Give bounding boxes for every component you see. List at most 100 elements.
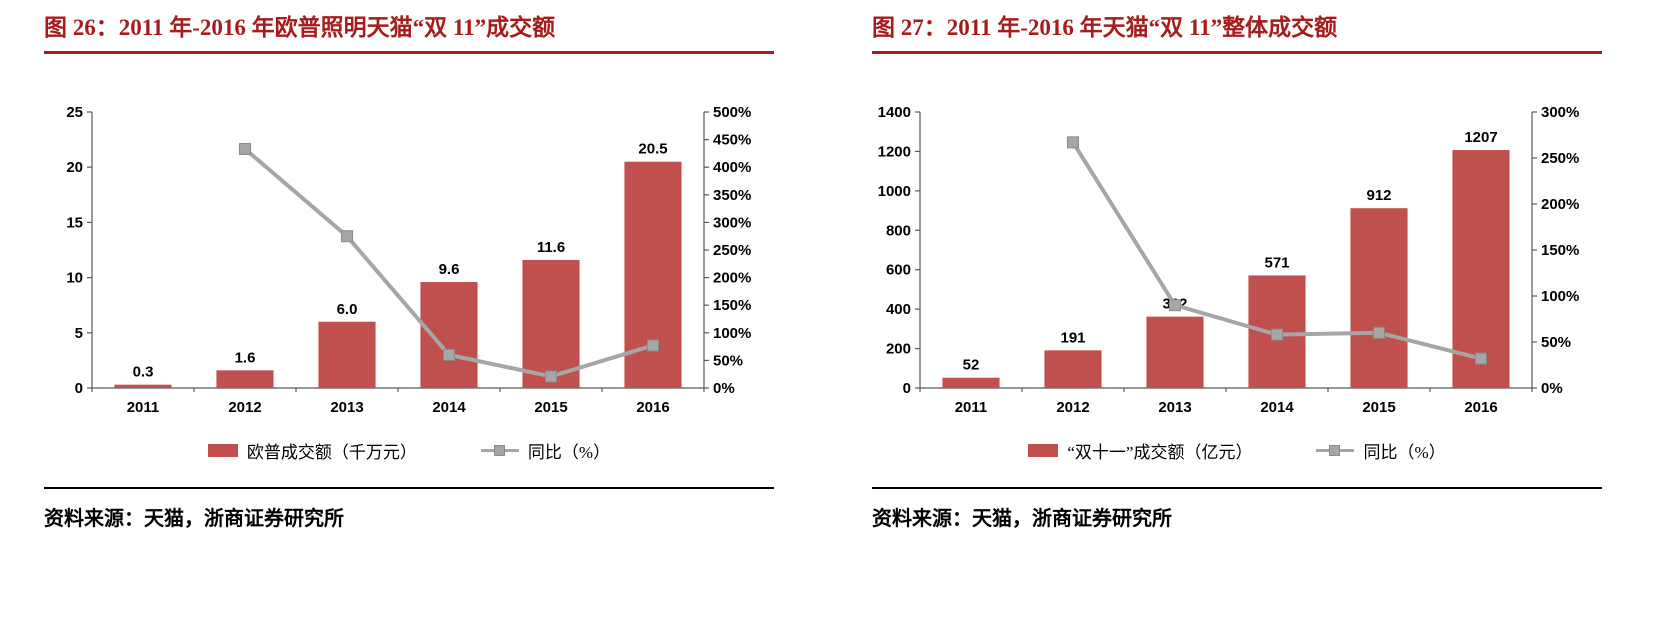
x-axis-category-label: 2013 [1158, 399, 1191, 416]
line-marker-2013 [1169, 298, 1181, 311]
right-axis-label: 150% [1541, 242, 1579, 259]
figure-26-chart-area: 0 5 10 15 20 25 0% 50% 100% 150% 200% 250% 300% 350% 4… [44, 96, 774, 434]
bar-2013 [1146, 316, 1204, 388]
line-series-swatch-icon [480, 444, 519, 457]
figure-26-chart: 05101520250%50%100%150%200%250%300%350%4… [66, 104, 751, 416]
legend-item-line-series: 同比（%） [480, 438, 611, 463]
bar-2013 [318, 321, 376, 388]
left-axis-label: 400 [886, 301, 911, 318]
bar-2011 [942, 377, 1000, 388]
bar-2016 [1452, 149, 1510, 388]
x-axis-category-label: 2015 [1362, 399, 1395, 416]
bar-value-label: 52 [963, 356, 980, 373]
right-axis-label: 250% [713, 242, 751, 259]
x-axis-category-label: 2014 [1260, 399, 1294, 416]
right-axis-label: 300% [1541, 104, 1579, 121]
bar-value-label: 912 [1366, 187, 1391, 204]
x-axis-category-label: 2012 [1056, 399, 1089, 416]
bar-2012 [1044, 350, 1102, 388]
figure-27-title: 图 27：2011 年-2016 年天猫“双 11”整体成交额 [872, 15, 1338, 40]
left-axis-label: 1200 [878, 143, 911, 160]
figure-27-chart: 0 200 400 600 800 1000 1200 1400 0% 50% 100% 150% 20… [878, 104, 1580, 416]
x-axis-category-label: 2015 [534, 399, 567, 416]
bar-2014 [420, 281, 478, 388]
line-series-swatch-icon [1316, 444, 1355, 457]
left-axis-label: 800 [886, 222, 911, 239]
left-axis-label: 5 [75, 325, 83, 342]
figure-26-source: 资料来源：天猫，浙商证券研究所 [44, 486, 774, 531]
right-axis-label: 50% [713, 352, 743, 369]
x-axis-category-label: 2012 [228, 399, 261, 416]
line-series-legend-label: 同比（%） [527, 442, 611, 462]
bar-series-swatch-icon [207, 443, 238, 457]
x-axis-category-label: 2011 [955, 399, 988, 416]
figure-26-title: 图 26：2011 年-2016 年欧普照明天猫“双 11”成交额 [44, 15, 556, 40]
bar-2012 [216, 370, 274, 388]
bar-2015 [522, 259, 580, 388]
bar-value-label: 1.6 [235, 349, 256, 366]
legend-item-bar-series: 欧普成交额（千万元） [207, 438, 417, 463]
figure-27-legend: “双十一”成交额（亿元） 同比（%） [872, 438, 1602, 463]
right-axis-label: 50% [1541, 334, 1571, 351]
right-axis-label: 200% [713, 269, 751, 286]
left-axis-label: 600 [886, 261, 911, 278]
right-axis-label: 100% [1541, 288, 1579, 305]
left-axis-label: 1000 [878, 183, 911, 200]
left-axis-label: 20 [66, 159, 83, 176]
line-marker-2016 [647, 339, 659, 352]
line-marker-2012 [1067, 136, 1079, 149]
left-axis-label: 0 [903, 380, 911, 397]
right-axis-label: 400% [713, 159, 751, 176]
line-swatch-marker [493, 444, 505, 456]
line-marker-2014 [1271, 328, 1283, 341]
line-marker-2012 [239, 142, 251, 155]
bar-value-label: 191 [1060, 329, 1085, 346]
x-axis-category-label: 2014 [432, 399, 466, 416]
bar-value-label: 6.0 [337, 301, 358, 318]
left-axis-label: 25 [66, 104, 83, 121]
bar-value-label: 20.5 [638, 140, 667, 157]
bar-value-label: 0.3 [133, 363, 154, 380]
bar-value-label: 11.6 [537, 239, 565, 256]
x-axis-category-label: 2011 [127, 399, 160, 416]
x-axis-category-label: 2016 [1464, 399, 1497, 416]
line-marker-2014 [443, 348, 455, 361]
figure-27-source: 资料来源：天猫，浙商证券研究所 [872, 486, 1602, 531]
left-axis-label: 15 [66, 214, 83, 231]
right-axis-label: 450% [713, 131, 751, 148]
figure-27-panel: 图 27：2011 年-2016 年天猫“双 11”整体成交额 0 200 400 6… [872, 14, 1602, 531]
bar-series-legend-label: “双十一”成交额（亿元） [1067, 442, 1253, 462]
left-axis-label: 200 [886, 340, 911, 357]
line-marker-2016 [1475, 352, 1487, 365]
bar-series-swatch-icon [1028, 443, 1059, 457]
x-axis-category-label: 2016 [636, 399, 669, 416]
right-axis-label: 300% [713, 214, 751, 231]
line-marker-2013 [341, 229, 353, 242]
figure-27-title-rule [872, 50, 1602, 54]
right-axis-label: 500% [713, 104, 751, 121]
right-axis-label: 150% [713, 297, 751, 314]
bar-2016 [624, 161, 682, 388]
source-text: 资料来源：天猫，浙商证券研究所 [44, 507, 344, 530]
bar-2011 [114, 384, 172, 388]
figure-26-panel: 图 26：2011 年-2016 年欧普照明天猫“双 11”成交额 0 5 10 15… [44, 14, 774, 531]
left-axis-label: 0 [75, 380, 83, 397]
left-axis-label: 10 [66, 269, 83, 286]
bar-series-legend-label: 欧普成交额（千万元） [246, 442, 417, 462]
bar-value-label: 1207 [1464, 129, 1497, 146]
line-marker-2015 [1373, 326, 1385, 339]
left-axis-label: 1400 [878, 104, 911, 121]
figure-26-legend: 欧普成交额（千万元） 同比（%） [44, 438, 774, 463]
right-axis-label: 0% [713, 380, 735, 397]
legend-item-bar-series: “双十一”成交额（亿元） [1028, 438, 1252, 463]
source-text: 资料来源：天猫，浙商证券研究所 [872, 507, 1172, 530]
right-axis-label: 350% [713, 187, 751, 204]
right-axis-label: 100% [713, 325, 751, 342]
right-axis-label: 250% [1541, 150, 1579, 167]
bar-2015 [1350, 207, 1408, 388]
line-swatch-marker [1329, 444, 1341, 456]
x-axis-category-label: 2013 [330, 399, 363, 416]
report-page: 图 26：2011 年-2016 年欧普照明天猫“双 11”成交额 0 5 10 15… [44, 14, 1602, 531]
figure-26-title-rule [44, 50, 774, 54]
right-axis-label: 200% [1541, 196, 1579, 213]
